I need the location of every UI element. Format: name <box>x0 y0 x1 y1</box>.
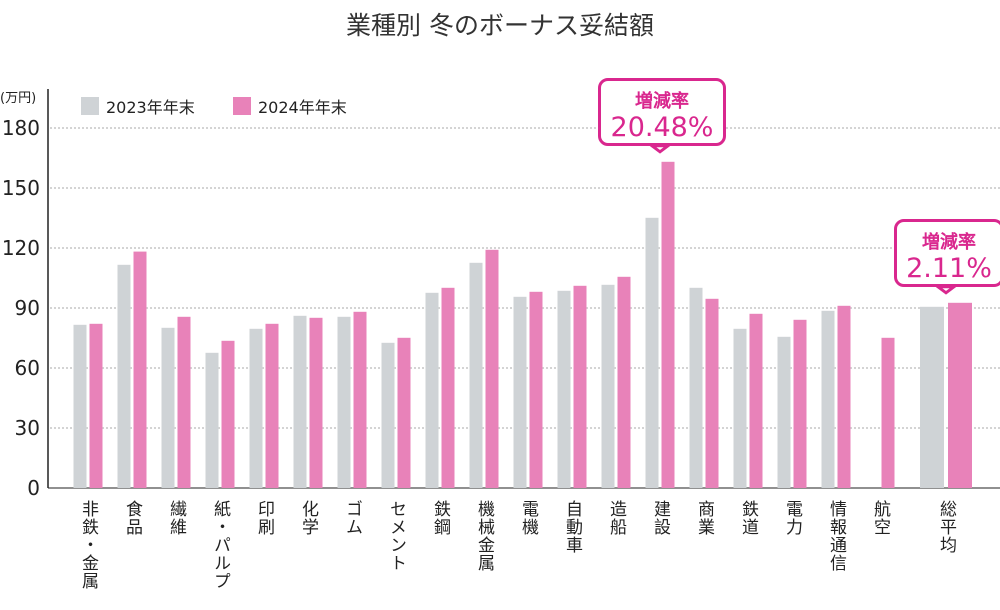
bar-2024 <box>749 313 763 488</box>
bar-2023 <box>821 310 835 488</box>
x-tick-label: 鉄鋼 <box>430 500 450 536</box>
bar-2024 <box>617 276 631 488</box>
bar-2023 <box>557 290 571 488</box>
legend-swatch <box>81 97 99 115</box>
bar-2023 <box>513 296 527 488</box>
bar-2024 <box>353 311 367 488</box>
y-tick-label: 150 <box>2 176 40 200</box>
x-tick-label: 総平均 <box>936 500 956 554</box>
bar-2023 <box>337 316 351 488</box>
y-tick-label: 60 <box>15 356 40 380</box>
legend-label: 2023年年末 <box>106 98 195 117</box>
x-tick-label: 航空 <box>870 500 890 536</box>
x-tick-label: 非鉄・金属 <box>78 500 98 590</box>
callout-pointer <box>933 285 959 295</box>
change-rate-callout: 増減率 2.11% <box>894 218 1000 287</box>
x-tick-label: 繊維 <box>166 500 186 536</box>
bar-2024 <box>573 285 587 488</box>
x-tick-label: 鉄道 <box>738 500 758 536</box>
callout-label: 増減率 <box>635 90 689 112</box>
bar-2024 <box>133 251 147 488</box>
y-tick-label: 120 <box>2 236 40 260</box>
x-tick-label: 自動車 <box>562 500 582 554</box>
bar-2024 <box>397 337 411 488</box>
bar-2024 <box>89 323 103 488</box>
bar-2023 <box>689 287 703 488</box>
x-tick-label: 化学 <box>298 500 318 536</box>
callout-pointer <box>647 144 673 154</box>
bar-2023 <box>117 264 131 488</box>
y-tick-label: 0 <box>27 476 40 500</box>
callout-value: 2.11% <box>906 252 992 284</box>
bar-2024 <box>948 302 972 488</box>
bar-2024 <box>221 340 235 488</box>
bar-2024 <box>309 317 323 488</box>
x-tick-label: ゴム <box>342 500 362 536</box>
bar-2023 <box>381 342 395 488</box>
x-tick-label: 電機 <box>518 500 538 536</box>
bar-2024 <box>661 161 675 489</box>
bar-2023 <box>733 328 747 488</box>
bar-2023 <box>161 327 175 488</box>
bar-2024 <box>177 316 191 488</box>
x-tick-label: 機械金属 <box>474 500 494 572</box>
bar-2023 <box>645 217 659 489</box>
chart-title: 業種別 冬のボーナス妥結額 <box>346 11 654 40</box>
y-axis-unit: (万円) <box>0 91 36 106</box>
bar-2024 <box>705 298 719 488</box>
bar-2024 <box>529 291 543 488</box>
x-tick-label: 情報通信 <box>826 500 846 572</box>
y-tick-label: 90 <box>15 296 40 320</box>
x-tick-label: 紙・パルプ <box>210 500 230 590</box>
y-tick-label: 30 <box>15 416 40 440</box>
bar-2024 <box>793 319 807 488</box>
bar-2024 <box>485 249 499 488</box>
x-tick-label: 印刷 <box>254 500 274 536</box>
bar-2023 <box>73 324 87 488</box>
bar-2023 <box>293 315 307 488</box>
callout-label: 増減率 <box>922 231 976 253</box>
bar-2023 <box>249 328 263 488</box>
bar-2023 <box>920 306 944 488</box>
x-tick-label: 造船 <box>606 500 626 536</box>
bar-2023 <box>425 292 439 488</box>
x-tick-label: 商業 <box>694 500 714 536</box>
bar-2024 <box>881 337 895 488</box>
bar-2023 <box>205 352 219 488</box>
x-tick-label: 電力 <box>782 500 802 536</box>
bar-2023 <box>777 336 791 488</box>
bar-2024 <box>837 305 851 488</box>
bar-2023 <box>601 284 615 488</box>
change-rate-callout: 増減率 20.48% <box>598 77 726 146</box>
bar-2024 <box>441 287 455 488</box>
x-tick-label: 建設 <box>650 500 670 536</box>
legend-label: 2024年年末 <box>258 98 347 117</box>
bar-2023 <box>469 262 483 488</box>
y-tick-label: 180 <box>2 116 40 140</box>
x-tick-label: セメント <box>386 500 406 572</box>
x-tick-label: 食品 <box>122 500 142 536</box>
legend-swatch <box>233 97 251 115</box>
bar-2024 <box>265 323 279 488</box>
callout-value: 20.48% <box>610 111 714 143</box>
